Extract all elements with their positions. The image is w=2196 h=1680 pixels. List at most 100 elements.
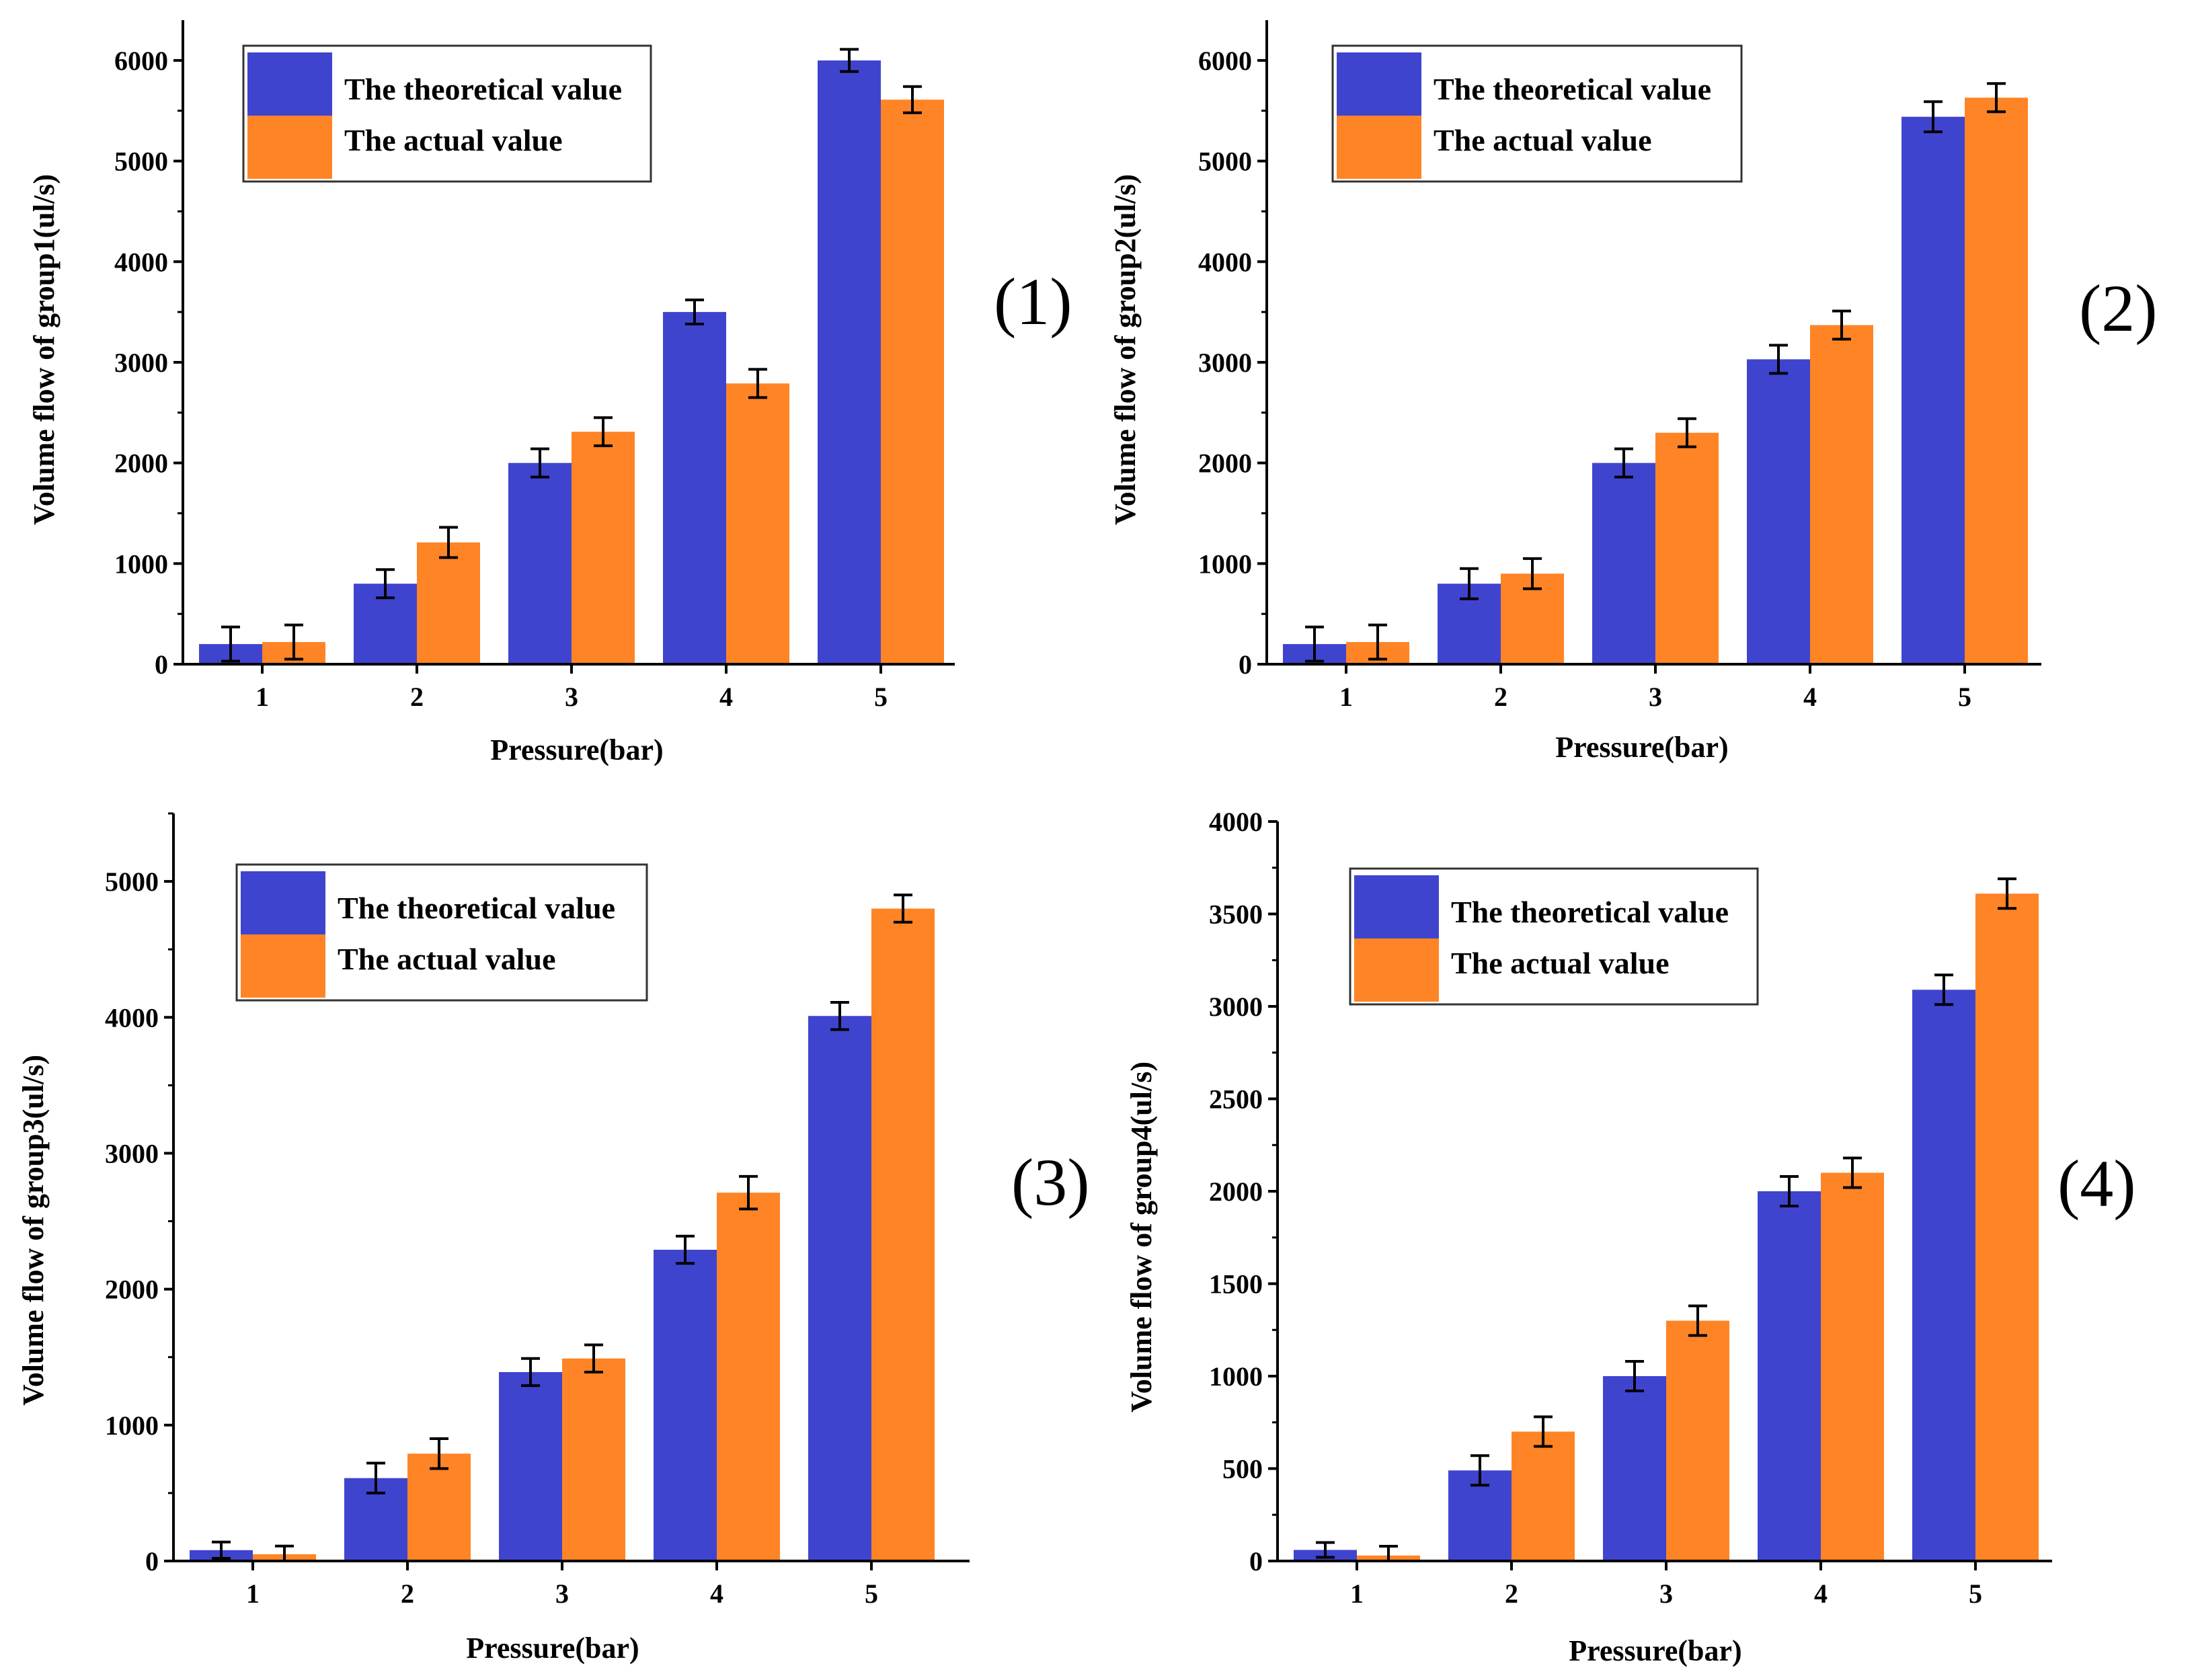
x-tick-label: 3 xyxy=(1659,1578,1673,1609)
bar-actual-2 xyxy=(1512,1431,1575,1561)
x-tick-label: 5 xyxy=(1958,682,1971,712)
x-tick-label: 4 xyxy=(1814,1578,1828,1609)
x-tick-label: 1 xyxy=(256,682,269,712)
x-tick-label: 2 xyxy=(1494,682,1507,712)
legend-swatch-actual-4 xyxy=(1354,938,1439,1002)
legend-label-actual-4: The actual value xyxy=(1451,946,1670,980)
bar-theoretical-3 xyxy=(1603,1376,1666,1561)
x-tick-label: 3 xyxy=(565,682,578,712)
panel-label-2: (2) xyxy=(2079,271,2158,346)
chart-panel-2: 0 1000 2000 3000 4000 5000 6000 1 2 3 4 5 Volume fl… xyxy=(1109,20,2158,764)
legend-1: The theoretical value The actual value xyxy=(242,44,652,183)
y-tick-label: 4000 xyxy=(1198,247,1252,277)
y-axis-title-2: Volume flow of group2(ul/s) xyxy=(1109,174,1142,525)
y-axis-title-3: Volume flow of group3(ul/s) xyxy=(17,1055,50,1406)
bar-theoretical-3 xyxy=(508,463,572,664)
bar-actual-4 xyxy=(726,383,789,664)
bar-theoretical-5 xyxy=(1912,990,1975,1561)
plot-panel-2: 0 1000 2000 3000 4000 5000 6000 1 2 3 4 5 xyxy=(1198,20,2041,712)
bar-theoretical-4 xyxy=(663,312,726,664)
x-tick-label: 1 xyxy=(246,1578,260,1609)
legend-swatch-theoretical-2 xyxy=(1337,52,1421,116)
legend-swatch-actual-2 xyxy=(1337,116,1421,179)
plot-panel-4: 0 500 1000 1500 2000 2500 3000 3500 4000 1 2 3 4 5 xyxy=(1209,807,2052,1609)
legend-swatch-actual-3 xyxy=(241,934,325,998)
x-tick-label: 3 xyxy=(555,1578,569,1609)
y-tick-label: 500 xyxy=(1222,1454,1263,1484)
x-tick-label: 2 xyxy=(401,1578,414,1609)
y-tick-label: 3000 xyxy=(105,1138,159,1168)
panel-label-1: (1) xyxy=(994,264,1072,339)
bar-actual-2 xyxy=(417,542,480,664)
y-axis-title-4: Volume flow of group4(ul/s) xyxy=(1125,1062,1158,1412)
bar-theoretical-3 xyxy=(499,1371,562,1561)
bar-actual-5 xyxy=(881,99,944,665)
bar-theoretical-4 xyxy=(654,1250,717,1561)
legend-label-theoretical-3: The theoretical value xyxy=(338,891,615,925)
y-tick-label: 1000 xyxy=(114,549,168,579)
plot-panel-1: 0 1000 2000 3000 4000 5000 6000 1 2 3 4 5 xyxy=(114,20,955,712)
x-tick-label: 1 xyxy=(1350,1578,1364,1609)
bar-theoretical-3 xyxy=(1592,463,1655,664)
legend-swatch-theoretical-3 xyxy=(241,871,325,934)
legend-swatch-actual-1 xyxy=(247,116,332,179)
x-axis-title-2: Pressure(bar) xyxy=(1555,731,1728,764)
y-tick-label: 3000 xyxy=(1198,348,1252,378)
bar-theoretical-4 xyxy=(1747,359,1810,664)
x-axis-title-1: Pressure(bar) xyxy=(490,733,663,766)
bar-theoretical-5 xyxy=(1901,116,1965,664)
bar-actual-3 xyxy=(1666,1320,1729,1561)
bar-theoretical-4 xyxy=(1758,1191,1821,1561)
y-tick-label: 2000 xyxy=(114,448,168,479)
x-tick-label: 5 xyxy=(874,682,888,712)
y-tick-label: 4000 xyxy=(114,247,168,277)
x-axis-title-3: Pressure(bar) xyxy=(466,1632,639,1665)
legend-2: The theoretical value The actual value xyxy=(1331,44,1743,183)
y-tick-label: 1000 xyxy=(1198,549,1252,579)
y-tick-label: 1000 xyxy=(1209,1361,1263,1392)
y-tick-label: 4000 xyxy=(1209,807,1263,837)
panel-label-4: (4) xyxy=(2057,1146,2136,1221)
legend-label-theoretical-1: The theoretical value xyxy=(344,72,622,106)
x-tick-label: 4 xyxy=(719,682,733,712)
legend-swatch-theoretical-4 xyxy=(1354,875,1439,938)
bar-actual-4 xyxy=(717,1193,780,1561)
chart-panel-4: 0 500 1000 1500 2000 2500 3000 3500 4000 1 2 3 4 5 Vo… xyxy=(1125,807,2136,1667)
y-tick-label: 6000 xyxy=(1198,46,1252,76)
y-tick-label: 3000 xyxy=(1209,992,1263,1022)
y-tick-label: 0 xyxy=(1239,649,1252,680)
legend-label-actual-1: The actual value xyxy=(344,123,563,157)
y-tick-label: 4000 xyxy=(105,1002,159,1033)
bar-actual-3 xyxy=(562,1358,625,1561)
x-tick-label: 3 xyxy=(1649,682,1662,712)
x-tick-label: 2 xyxy=(410,682,424,712)
y-tick-label: 6000 xyxy=(114,46,168,76)
y-tick-label: 1000 xyxy=(105,1410,159,1441)
y-tick-label: 2000 xyxy=(1209,1176,1263,1207)
y-tick-label: 2500 xyxy=(1209,1084,1263,1115)
chart-panel-3: 0 1000 2000 3000 4000 5000 1 2 3 4 5 Volume flow o… xyxy=(17,812,1090,1665)
bar-actual-5 xyxy=(1975,893,2039,1561)
x-tick-label: 4 xyxy=(710,1578,723,1609)
legend-swatch-theoretical-1 xyxy=(247,52,332,116)
legend-label-theoretical-4: The theoretical value xyxy=(1451,895,1729,929)
y-tick-label: 0 xyxy=(155,649,168,680)
y-tick-label: 5000 xyxy=(105,867,159,897)
y-tick-label: 3500 xyxy=(1209,899,1263,930)
bar-actual-4 xyxy=(1821,1172,1884,1561)
bar-actual-2 xyxy=(407,1453,471,1561)
y-tick-label: 2000 xyxy=(105,1275,159,1305)
x-axis-title-4: Pressure(bar) xyxy=(1569,1634,1741,1667)
y-tick-label: 0 xyxy=(145,1546,159,1576)
x-tick-label: 4 xyxy=(1803,682,1817,712)
plot-panel-3: 0 1000 2000 3000 4000 5000 1 2 3 4 5 xyxy=(105,812,970,1609)
x-tick-label: 5 xyxy=(865,1578,878,1609)
legend-4: The theoretical value The actual value xyxy=(1349,867,1759,1006)
y-tick-label: 3000 xyxy=(114,348,168,378)
legend-3: The theoretical value The actual value xyxy=(235,863,648,1002)
y-tick-label: 5000 xyxy=(114,147,168,177)
legend-label-theoretical-2: The theoretical value xyxy=(1434,72,1711,106)
y-tick-label: 1500 xyxy=(1209,1269,1263,1299)
x-tick-label: 1 xyxy=(1339,682,1353,712)
